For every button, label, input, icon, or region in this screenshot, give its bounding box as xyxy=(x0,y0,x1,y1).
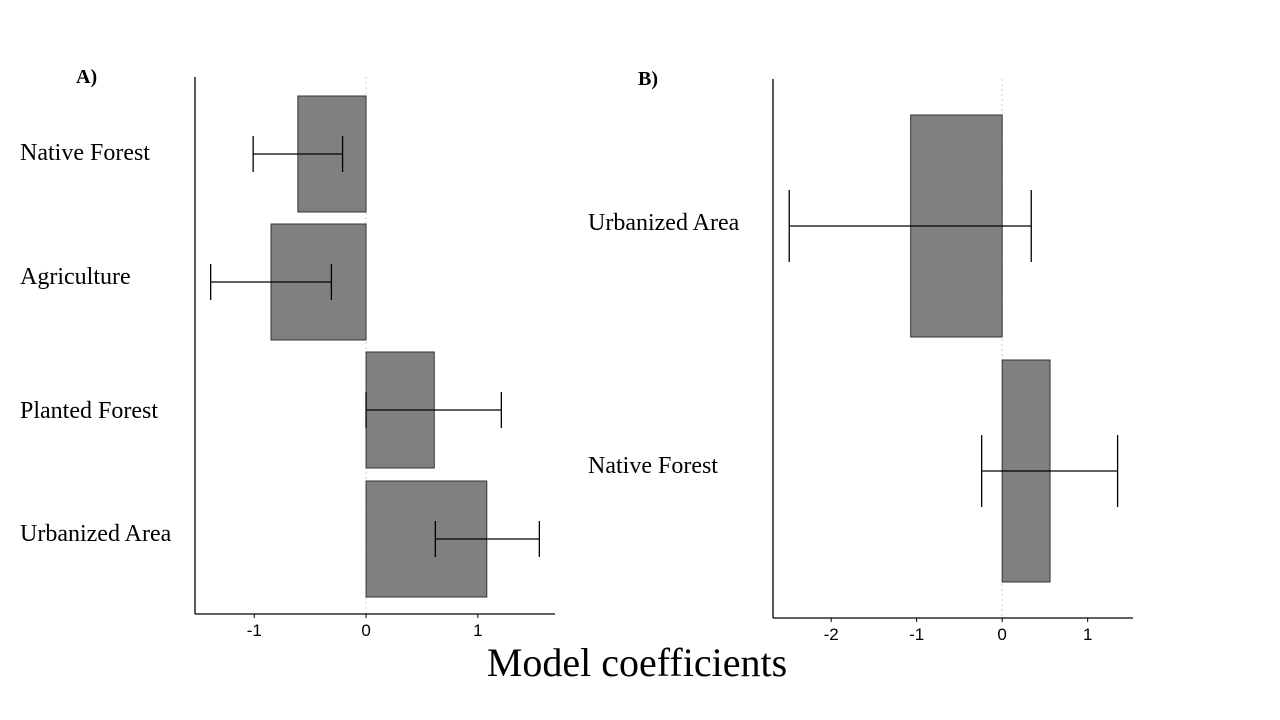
category-label: Planted Forest xyxy=(20,398,158,424)
panel-label: A) xyxy=(76,66,97,88)
panel-label: B) xyxy=(638,68,658,90)
panel-a: A) Native Forest Agriculture Planted Forest… xyxy=(20,66,555,640)
shared-x-axis-label: Model coefficients xyxy=(487,640,787,685)
category-label: Native Forest xyxy=(20,140,150,166)
x-tick-label: -1 xyxy=(247,621,262,640)
x-tick-label: -1 xyxy=(909,625,924,644)
category-label: Urbanized Area xyxy=(20,521,172,547)
category-label: Urbanized Area xyxy=(588,210,740,236)
x-tick-label: 0 xyxy=(361,621,370,640)
category-label: Native Forest xyxy=(588,453,718,479)
x-tick-label: -2 xyxy=(824,625,839,644)
category-label: Agriculture xyxy=(20,264,131,290)
x-tick-label: 0 xyxy=(997,625,1006,644)
panel-b: B) Urbanized Area Native Forest -2 -1 0 1 xyxy=(588,68,1133,644)
x-tick-label: 1 xyxy=(473,621,482,640)
x-tick-label: 1 xyxy=(1083,625,1092,644)
